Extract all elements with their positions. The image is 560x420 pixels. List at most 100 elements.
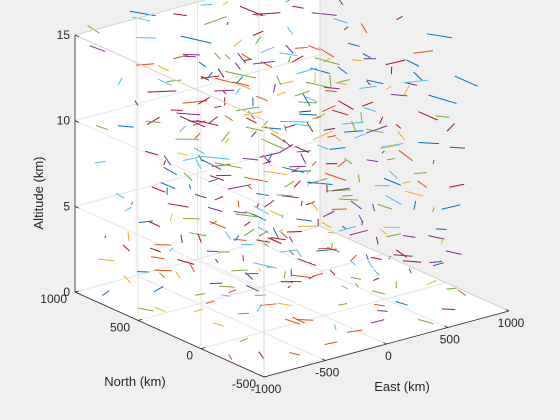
wind-segment <box>305 81 331 89</box>
wind-segment <box>151 256 165 260</box>
wind-segment <box>427 33 452 39</box>
wind-segment <box>222 90 227 95</box>
wind-segment <box>432 207 435 213</box>
wind-segment <box>258 230 268 237</box>
wind-segment <box>98 258 115 262</box>
wind-segment <box>260 138 286 150</box>
wind-segment <box>377 309 388 312</box>
wind-segment <box>371 319 385 324</box>
wind-segment <box>418 141 440 145</box>
wind-segment <box>115 192 125 199</box>
wind-segment <box>366 80 371 86</box>
wind-segment <box>336 79 351 84</box>
wind-segment <box>169 213 173 221</box>
wind-segment <box>237 200 240 208</box>
wind-segment <box>256 203 259 208</box>
wind-segment <box>247 185 253 190</box>
wind-segment <box>207 71 213 78</box>
wind-segment <box>435 228 447 230</box>
wind-segment <box>273 83 276 93</box>
wind-segment <box>305 96 318 103</box>
wind-segment <box>395 123 402 129</box>
wind-segment <box>284 124 287 132</box>
wind-segment <box>277 302 292 307</box>
wind-segment <box>343 26 349 31</box>
wind-segment <box>169 247 174 252</box>
wind-segment <box>96 125 109 131</box>
wind-segment <box>403 79 429 84</box>
wind-segment <box>255 36 262 45</box>
wind-segment <box>307 180 311 186</box>
wind-segment <box>311 12 337 16</box>
wind-segment <box>236 76 243 84</box>
wind-segment <box>214 162 242 169</box>
wind-segment <box>256 95 268 102</box>
wind-segment <box>265 125 279 135</box>
wind-segment <box>193 308 204 313</box>
wind-segment <box>317 144 329 150</box>
wind-segment <box>280 80 294 85</box>
wind-segment <box>260 46 275 54</box>
wind-segment <box>267 237 282 245</box>
wind-segment <box>258 351 265 360</box>
grid-line-x-floor <box>136 275 326 361</box>
wind-segment <box>246 117 257 124</box>
wind-segment <box>385 59 406 66</box>
wind-segment <box>296 67 317 75</box>
wind-segment <box>159 272 166 279</box>
wind-segment <box>205 300 215 305</box>
y-tick-mark <box>200 347 206 350</box>
wind-segment <box>123 274 131 284</box>
wind-segment <box>279 144 294 153</box>
wind-segment <box>294 145 309 153</box>
wind-segment <box>177 152 188 156</box>
wind-segment <box>454 75 478 87</box>
wind-segment <box>295 47 308 49</box>
wind-segment <box>329 74 332 89</box>
x-tick-label: -500 <box>315 366 339 380</box>
wind-segment <box>299 110 312 113</box>
wind-segment <box>449 146 466 149</box>
wind-segment <box>403 85 410 96</box>
wind-segment <box>117 125 134 128</box>
wind-segment <box>293 123 312 127</box>
wind-segment <box>338 0 344 6</box>
wind-segment <box>323 57 332 63</box>
wind-segment <box>287 285 291 289</box>
wind-segment <box>280 249 298 253</box>
wind-segment <box>281 195 299 199</box>
grid-line-y-floor <box>137 253 384 321</box>
wind-segment <box>276 194 293 197</box>
wind-segment <box>297 258 316 267</box>
wind-segment <box>287 56 292 63</box>
wind-segment <box>231 269 248 272</box>
wind-segment <box>326 189 351 192</box>
wind-segment <box>449 183 465 188</box>
wind-segment <box>228 289 237 294</box>
wind-segment <box>89 45 106 52</box>
wind-segment <box>237 52 247 64</box>
x-tick-mark <box>383 342 387 345</box>
wind-segment <box>418 318 434 325</box>
wind-segment <box>132 16 151 22</box>
x-tick-mark <box>260 375 265 378</box>
wind-segment <box>180 234 183 244</box>
wind-segment <box>362 53 371 59</box>
wind-segment <box>323 127 336 131</box>
wind-segment <box>195 293 206 296</box>
wind-segment <box>179 115 194 123</box>
wind-segment <box>122 244 130 252</box>
wind-segment <box>188 184 192 190</box>
wind-segment <box>194 193 207 199</box>
wind-segment <box>298 113 317 116</box>
wind-segment <box>235 106 260 112</box>
wind-segment <box>215 258 219 264</box>
wind-segment <box>360 23 368 34</box>
wind-segment <box>285 124 296 129</box>
wind-segment <box>157 65 170 72</box>
y-tick-mark <box>263 375 269 378</box>
wind-segment <box>292 5 304 9</box>
wind-segment <box>296 218 312 222</box>
wind-segment <box>224 115 233 122</box>
